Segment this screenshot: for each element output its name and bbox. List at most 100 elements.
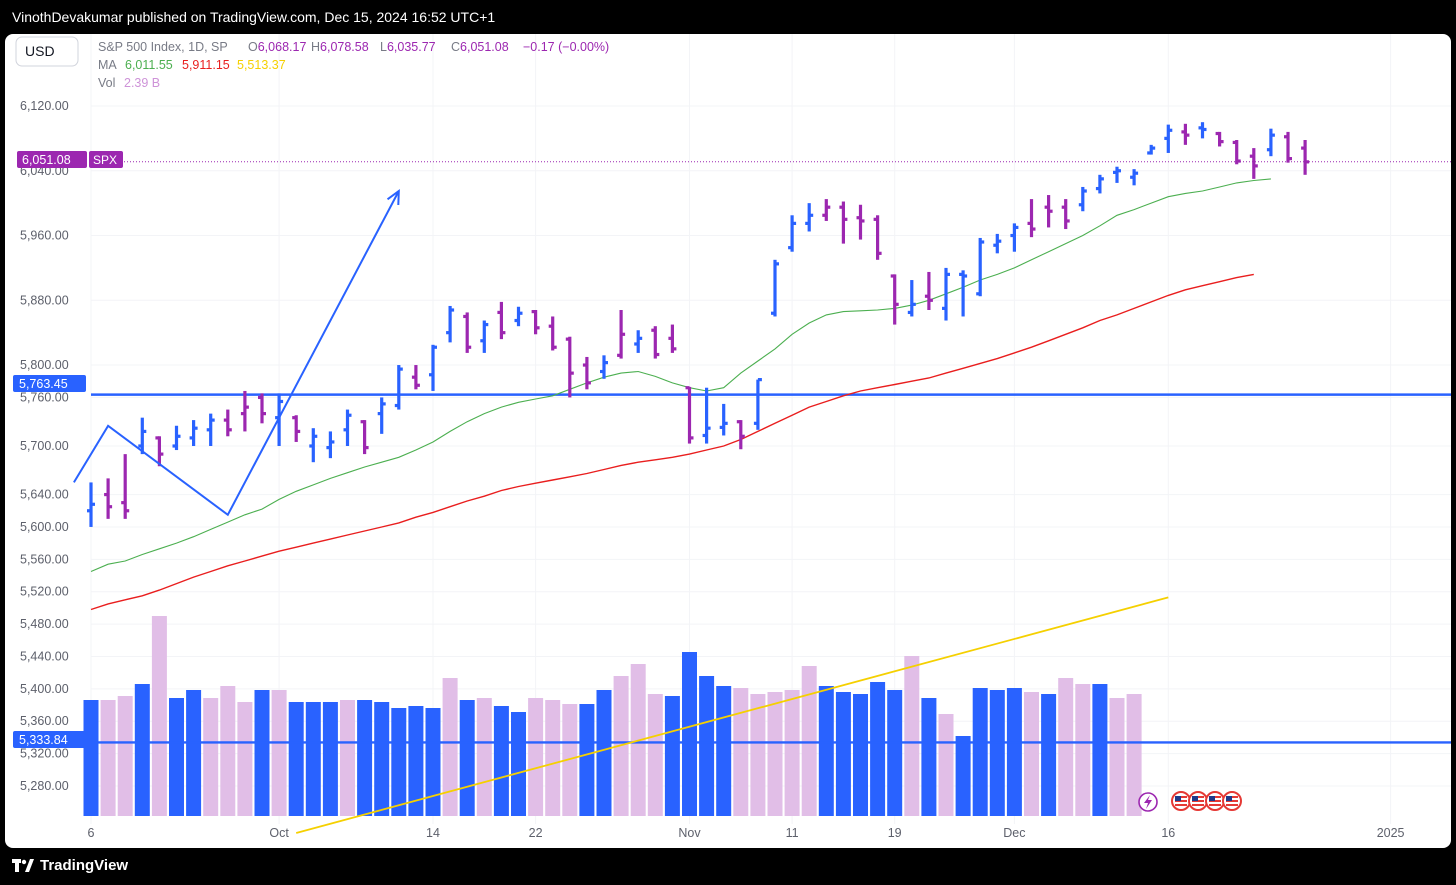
legend-close-label: C bbox=[451, 40, 460, 54]
volume-bar bbox=[750, 694, 766, 816]
volume-bar bbox=[1041, 694, 1057, 816]
time-tick-label: 19 bbox=[888, 826, 902, 840]
volume-bar bbox=[186, 690, 202, 816]
trend-arrowhead bbox=[386, 188, 400, 206]
volume-bar bbox=[784, 690, 800, 816]
legend-ohlc-row: S&P 500 Index, 1D, SP O6,068.17 H6,078.5… bbox=[98, 40, 609, 54]
volume-bar bbox=[493, 706, 509, 816]
time-tick-label: Oct bbox=[269, 826, 289, 840]
trend-drawings[interactable] bbox=[73, 188, 400, 517]
ma2-line bbox=[90, 273, 1254, 611]
legend-ma1-value: 6,011.55 bbox=[125, 58, 173, 72]
brand-name: TradingView bbox=[40, 857, 129, 874]
legend-symbol: S&P 500 Index, 1D, SP bbox=[98, 40, 228, 54]
publish-header: VinothDevakumar published on TradingView… bbox=[0, 0, 1456, 34]
time-axis[interactable]: 6 Oct 14 22 Nov 11 19 Dec 16 2025 bbox=[88, 826, 1405, 840]
volume-bar bbox=[801, 666, 817, 816]
price-tick-label: 5,280.00 bbox=[20, 779, 69, 793]
legend-vol-label: Vol bbox=[98, 76, 115, 90]
chart-icons[interactable] bbox=[1138, 791, 1242, 812]
volume-bar bbox=[1024, 692, 1039, 816]
volume-bar bbox=[203, 698, 219, 816]
price-chart[interactable]: 6,120.006,040.005,960.005,880.005,800.00… bbox=[5, 34, 1451, 848]
volume-bar bbox=[442, 678, 458, 816]
horizontal-lines[interactable] bbox=[91, 161, 1451, 744]
legend-ma2-value: 5,911.15 bbox=[182, 58, 230, 72]
lightning-icon[interactable] bbox=[1138, 792, 1158, 812]
volume-bar bbox=[938, 714, 954, 816]
trend-path bbox=[73, 190, 400, 517]
tradingview-brand[interactable]: TradingView bbox=[12, 857, 128, 874]
price-tick-label: 5,960.00 bbox=[20, 229, 69, 243]
volume-bar bbox=[340, 700, 355, 816]
volume-bar bbox=[1075, 684, 1091, 816]
volume-bar bbox=[476, 698, 492, 816]
volume-bar bbox=[647, 694, 663, 816]
last-price-tag: 6,051.08 SPX bbox=[17, 151, 123, 168]
volume-bar bbox=[921, 698, 937, 816]
volume-bar bbox=[169, 698, 184, 816]
legend-ma-row: MA 6,011.55 5,911.15 5,513.37 bbox=[98, 58, 286, 72]
time-tick-label: 11 bbox=[786, 826, 799, 840]
chart-container[interactable]: 6,120.00 6,040.00 5,960.00 5,880.00 5,800.00… bbox=[5, 34, 1451, 848]
volume-bar bbox=[83, 700, 99, 816]
volume-bar bbox=[305, 702, 321, 816]
volume-bar bbox=[853, 694, 868, 816]
volume-bars bbox=[83, 616, 1142, 816]
volume-bar bbox=[767, 692, 783, 816]
legend-high-value: 6,078.58 bbox=[320, 40, 369, 54]
volume-bar bbox=[1126, 694, 1142, 816]
ohlc-bars bbox=[87, 122, 1310, 527]
time-tick-label: 22 bbox=[529, 826, 543, 840]
volume-bar bbox=[100, 700, 116, 816]
volume-bar bbox=[1058, 678, 1074, 816]
price-tick-label: 5,320.00 bbox=[20, 747, 69, 761]
volume-bar bbox=[357, 700, 373, 816]
price-tick-label: 5,760.00 bbox=[20, 390, 69, 404]
volume-bar bbox=[870, 682, 886, 816]
price-tick-label: 5,360.00 bbox=[20, 714, 69, 728]
volume-bar bbox=[972, 688, 988, 816]
price-tick-label: 5,640.00 bbox=[20, 488, 69, 502]
legend-close-value: 6,051.08 bbox=[460, 40, 509, 54]
time-tick-label: Nov bbox=[678, 826, 701, 840]
volume-bar bbox=[237, 702, 253, 816]
last-price-value: 6,051.08 bbox=[22, 153, 71, 167]
hline2-tag: 5,333.84 bbox=[13, 731, 86, 748]
volume-bar bbox=[459, 700, 475, 816]
legend: USD S&P 500 Index, 1D, SP O6,068.17 H6,0… bbox=[15, 36, 609, 90]
currency-label: USD bbox=[25, 43, 55, 59]
price-tick-label: 5,400.00 bbox=[20, 682, 69, 696]
hline1-value: 5,763.45 bbox=[19, 377, 68, 391]
volume-bar bbox=[716, 686, 732, 816]
us-events-icon[interactable] bbox=[1171, 791, 1242, 811]
tradingview-logo-icon bbox=[12, 858, 34, 872]
hline1-tag: 5,763.45 bbox=[13, 375, 86, 392]
legend-vol-value: 2.39 B bbox=[124, 76, 160, 90]
currency-button[interactable]: USD bbox=[15, 36, 79, 67]
volume-bar bbox=[528, 698, 544, 816]
price-tick-label: 5,440.00 bbox=[20, 649, 69, 663]
price-axis[interactable]: 6,120.006,040.005,960.005,880.005,800.00… bbox=[20, 99, 69, 793]
volume-bar bbox=[545, 700, 561, 816]
legend-ma3-value: 5,513.37 bbox=[237, 58, 286, 72]
volume-bar bbox=[288, 702, 304, 816]
volume-bar bbox=[271, 690, 287, 816]
time-tick-label: Dec bbox=[1003, 826, 1025, 840]
hline2-value: 5,333.84 bbox=[19, 733, 68, 747]
price-tick-label: 5,520.00 bbox=[20, 585, 69, 599]
price-tick-label: 5,480.00 bbox=[20, 617, 69, 631]
volume-bar bbox=[1006, 688, 1022, 816]
volume-bar bbox=[1109, 698, 1125, 816]
price-tick-label: 5,700.00 bbox=[20, 439, 69, 453]
price-tick-label: 5,560.00 bbox=[20, 552, 69, 566]
price-tick-label: 5,600.00 bbox=[20, 520, 69, 534]
ma3-line bbox=[295, 596, 1169, 834]
volume-bar bbox=[134, 684, 150, 816]
flag-stripe bbox=[1209, 802, 1221, 804]
ma1-line bbox=[90, 178, 1271, 573]
legend-vol-row: Vol 2.39 B bbox=[98, 76, 160, 90]
flag-stripe bbox=[1175, 802, 1187, 804]
legend-open-label: O bbox=[248, 40, 258, 54]
volume-bar bbox=[682, 652, 697, 816]
